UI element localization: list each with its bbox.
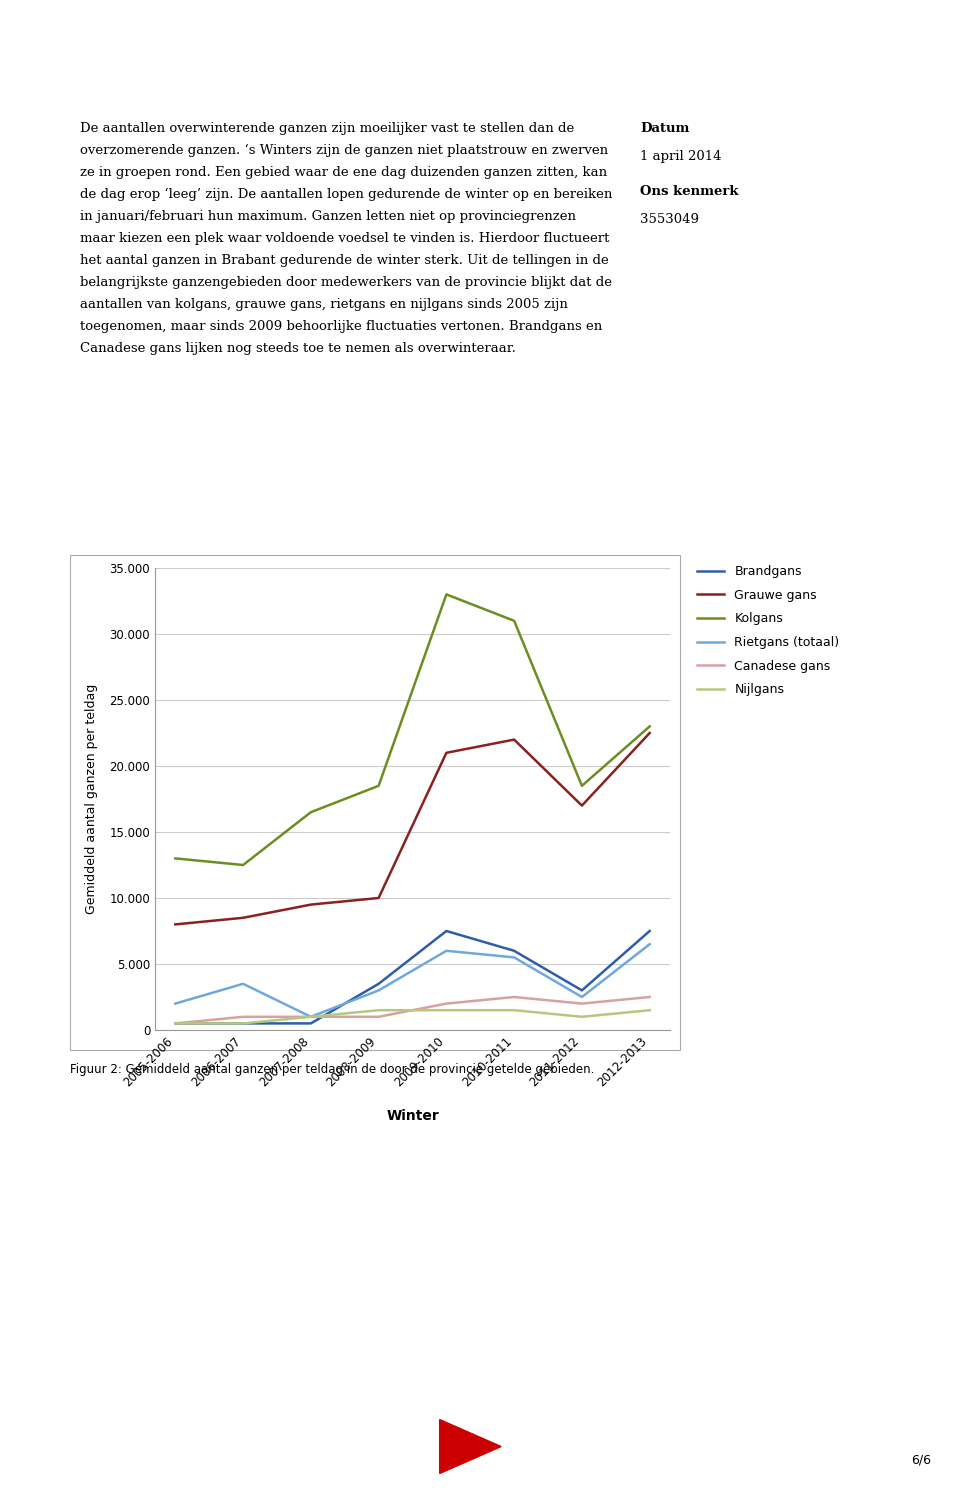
Canadese gans: [372, 1007, 384, 1025]
Canadese gans: [576, 995, 588, 1013]
Rietgans (totaal): [509, 949, 520, 967]
Line: Kolgans: Kolgans: [176, 595, 650, 865]
Polygon shape: [440, 1420, 501, 1474]
Kolgans: [305, 803, 317, 821]
Kolgans: [576, 776, 588, 794]
Canadese gans: [441, 995, 452, 1013]
Text: in januari/februari hun maximum. Ganzen letten niet op provinciegrenzen: in januari/februari hun maximum. Ganzen …: [80, 210, 576, 223]
Text: Figuur 2: Gemiddeld aantal ganzen per teldag in de door de provincie getelde geb: Figuur 2: Gemiddeld aantal ganzen per te…: [70, 1063, 594, 1076]
Text: toegenomen, maar sinds 2009 behoorlijke fluctuaties vertonen. Brandgans en: toegenomen, maar sinds 2009 behoorlijke …: [80, 319, 602, 333]
Grauwe gans: [237, 908, 249, 926]
Kolgans: [372, 776, 384, 794]
Rietgans (totaal): [576, 988, 588, 1006]
Grauwe gans: [644, 724, 656, 742]
Kolgans: [237, 856, 249, 874]
Rietgans (totaal): [644, 935, 656, 953]
Line: Brandgans: Brandgans: [176, 931, 650, 1024]
Nijlgans: [305, 1007, 317, 1025]
Kolgans: [441, 586, 452, 604]
Text: 6/6: 6/6: [911, 1453, 931, 1466]
Text: Ons kenmerk: Ons kenmerk: [640, 184, 738, 198]
Canadese gans: [170, 1015, 181, 1033]
Nijlgans: [576, 1007, 588, 1025]
Kolgans: [509, 612, 520, 630]
Nijlgans: [644, 1001, 656, 1019]
Grauwe gans: [170, 916, 181, 934]
Text: De aantallen overwinterende ganzen zijn moeilijker vast te stellen dan de: De aantallen overwinterende ganzen zijn …: [80, 121, 574, 135]
Text: Datum: Datum: [640, 121, 689, 135]
Text: 3553049: 3553049: [640, 213, 699, 226]
Rietgans (totaal): [305, 1007, 317, 1025]
Kolgans: [170, 850, 181, 868]
Line: Nijlgans: Nijlgans: [176, 1010, 650, 1024]
Canadese gans: [305, 1007, 317, 1025]
Text: overzomerende ganzen. ‘s Winters zijn de ganzen niet plaatstrouw en zwerven: overzomerende ganzen. ‘s Winters zijn de…: [80, 144, 608, 157]
Brandgans: [441, 922, 452, 940]
Text: 1 april 2014: 1 april 2014: [640, 150, 722, 163]
Brandgans: [237, 1015, 249, 1033]
Text: de dag erop ‘leeg’ zijn. De aantallen lopen gedurende de winter op en bereiken: de dag erop ‘leeg’ zijn. De aantallen lo…: [80, 187, 612, 201]
Nijlgans: [372, 1001, 384, 1019]
Line: Rietgans (totaal): Rietgans (totaal): [176, 944, 650, 1016]
X-axis label: Winter: Winter: [386, 1109, 439, 1123]
Grauwe gans: [576, 796, 588, 814]
Brandgans: [372, 974, 384, 992]
Text: aantallen van kolgans, grauwe gans, rietgans en nijlgans sinds 2005 zijn: aantallen van kolgans, grauwe gans, riet…: [80, 298, 568, 310]
Brandgans: [576, 982, 588, 1000]
Text: het aantal ganzen in Brabant gedurende de winter sterk. Uit de tellingen in de: het aantal ganzen in Brabant gedurende d…: [80, 253, 609, 267]
Canadese gans: [644, 988, 656, 1006]
Nijlgans: [237, 1015, 249, 1033]
Rietgans (totaal): [170, 995, 181, 1013]
Kolgans: [644, 718, 656, 736]
Text: Canadese gans lijken nog steeds toe te nemen als overwinteraar.: Canadese gans lijken nog steeds toe te n…: [80, 342, 516, 355]
Line: Grauwe gans: Grauwe gans: [176, 733, 650, 925]
Grauwe gans: [372, 889, 384, 907]
Canadese gans: [237, 1007, 249, 1025]
Brandgans: [170, 1015, 181, 1033]
Brandgans: [644, 922, 656, 940]
Nijlgans: [170, 1015, 181, 1033]
Y-axis label: Gemiddeld aantal ganzen per teldag: Gemiddeld aantal ganzen per teldag: [85, 684, 98, 914]
Rietgans (totaal): [237, 974, 249, 992]
Nijlgans: [441, 1001, 452, 1019]
Rietgans (totaal): [372, 982, 384, 1000]
Legend: Brandgans, Grauwe gans, Kolgans, Rietgans (totaal), Canadese gans, Nijlgans: Brandgans, Grauwe gans, Kolgans, Rietgan…: [697, 565, 839, 696]
Text: Provincie Noord-Brabant: Provincie Noord-Brabant: [12, 7, 216, 22]
Canadese gans: [509, 988, 520, 1006]
Grauwe gans: [441, 744, 452, 761]
Brandgans: [305, 1015, 317, 1033]
Nijlgans: [509, 1001, 520, 1019]
Grauwe gans: [305, 895, 317, 913]
Line: Canadese gans: Canadese gans: [176, 997, 650, 1024]
Text: belangrijkste ganzengebieden door medewerkers van de provincie blijkt dat de: belangrijkste ganzengebieden door medewe…: [80, 276, 612, 289]
Brandgans: [509, 941, 520, 959]
Grauwe gans: [509, 730, 520, 748]
Text: ze in groepen rond. Een gebied waar de ene dag duizenden ganzen zitten, kan: ze in groepen rond. Een gebied waar de e…: [80, 166, 607, 178]
Text: maar kiezen een plek waar voldoende voedsel te vinden is. Hierdoor fluctueert: maar kiezen een plek waar voldoende voed…: [80, 232, 610, 244]
Rietgans (totaal): [441, 941, 452, 959]
